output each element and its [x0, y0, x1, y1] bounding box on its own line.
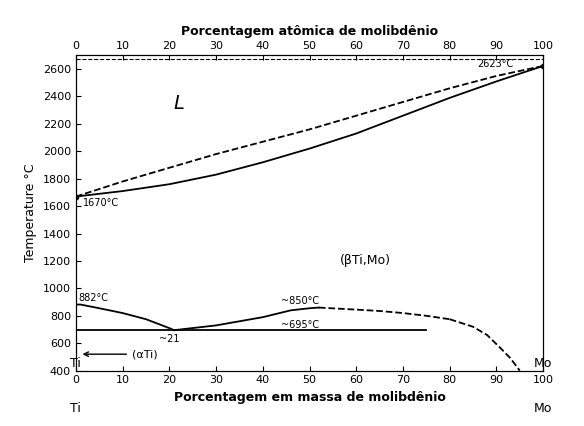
Text: Ti: Ti: [71, 357, 81, 370]
Y-axis label: Temperature °C: Temperature °C: [25, 164, 37, 262]
Text: 2623°C: 2623°C: [478, 59, 514, 69]
Text: ~695°C: ~695°C: [281, 320, 319, 329]
Text: ~850°C: ~850°C: [281, 296, 319, 306]
X-axis label: Porcentagem em massa de molibdênio: Porcentagem em massa de molibdênio: [173, 391, 446, 404]
Text: 1670°C: 1670°C: [83, 198, 119, 208]
Text: Ti: Ti: [71, 403, 81, 415]
X-axis label: Porcentagem atômica de molibdênio: Porcentagem atômica de molibdênio: [181, 25, 438, 38]
Text: Mo: Mo: [534, 357, 552, 370]
Text: Mo: Mo: [534, 403, 552, 415]
Text: L: L: [173, 94, 184, 113]
Text: ~21: ~21: [159, 334, 180, 344]
Text: (αTi): (αTi): [84, 349, 158, 359]
Text: 882°C: 882°C: [78, 293, 108, 303]
Text: (βTi,Mo): (βTi,Mo): [340, 254, 391, 268]
